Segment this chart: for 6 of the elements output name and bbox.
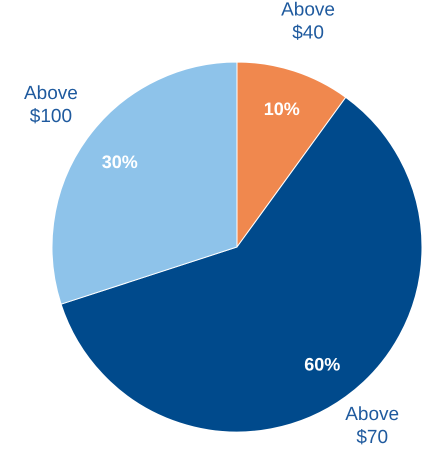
slice-label: Above $100 [24,82,78,127]
slice-label: Above $40 [281,0,336,44]
data-label: 10% [264,99,300,120]
data-label: 60% [304,354,340,374]
data-label: 30% [102,152,138,172]
slice-label: Above $70 [345,404,400,448]
